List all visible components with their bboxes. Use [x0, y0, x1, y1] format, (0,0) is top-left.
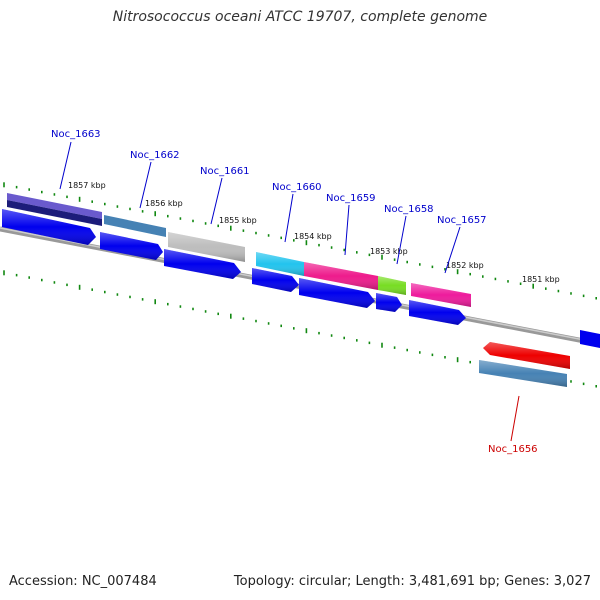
gene-label-noc-1659: Noc_1659	[326, 193, 376, 204]
gene-label-noc-1662: Noc_1662	[130, 150, 180, 161]
tick-marks	[3, 182, 598, 388]
leader-lines	[59, 141, 520, 442]
kbp-label: 1851 kbp	[522, 275, 560, 284]
gene-label-noc-1660: Noc_1660	[272, 182, 322, 193]
feature-noc-1662	[104, 215, 166, 237]
leader-line	[139, 161, 152, 209]
cds-arrow-8	[580, 330, 600, 348]
genome-summary-label: Topology: circular; Length: 3,481,691 bp…	[233, 574, 591, 589]
cds-row-forward	[2, 209, 600, 348]
leader-line	[510, 395, 520, 442]
gene-label-noc-1661: Noc_1661	[200, 166, 250, 177]
gene-labels: Noc_1663 Noc_1662 Noc_1661 Noc_1660 Noc_…	[51, 129, 538, 455]
kbp-label: 1853 kbp	[370, 247, 408, 256]
feature-row-reverse	[479, 342, 570, 387]
gene-label-noc-1658: Noc_1658	[384, 204, 434, 215]
leader-line	[396, 215, 407, 265]
kbp-label: 1855 kbp	[219, 216, 257, 225]
leader-line	[210, 177, 223, 225]
kbp-label: 1854 kbp	[294, 232, 332, 241]
gene-label-noc-1657: Noc_1657	[437, 215, 487, 226]
feature-noc-1663-top	[7, 193, 102, 219]
leader-line	[284, 193, 294, 243]
gene-label-noc-1663: Noc_1663	[51, 129, 101, 140]
leader-line	[444, 226, 461, 274]
kbp-label: 1857 kbp	[68, 181, 106, 190]
feature-noc-1663-dark	[7, 200, 102, 226]
map-title: Nitrosococcus oceani ATCC 19707, complet…	[112, 9, 488, 25]
accession-label: Accession: NC_007484	[9, 574, 157, 589]
kbp-label: 1852 kbp	[446, 261, 484, 270]
leader-line	[59, 141, 72, 190]
feature-row-colored	[7, 193, 471, 307]
kbp-labels: 1857 kbp 1856 kbp 1855 kbp 1854 kbp 1853…	[68, 181, 560, 284]
kbp-label: 1856 kbp	[145, 199, 183, 208]
leader-line	[344, 204, 350, 256]
gene-label-noc-1656: Noc_1656	[488, 444, 538, 455]
